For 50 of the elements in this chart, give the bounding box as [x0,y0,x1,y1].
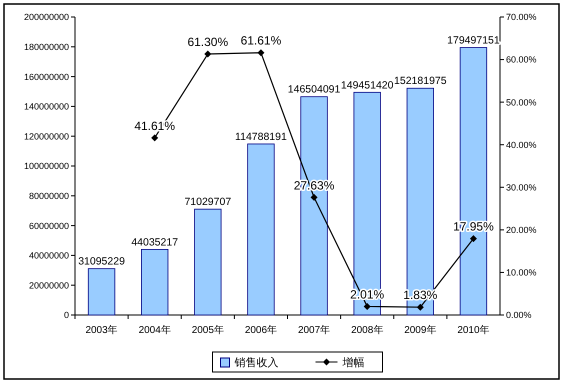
y2-tick-label: 50.00% [506,97,537,108]
y-tick-label: 100000000 [24,161,69,172]
y2-tick-label: 40.00% [506,140,537,150]
y-tick-label: 60000000 [28,220,69,231]
y2-tick-label: 60.00% [506,54,537,65]
point [470,235,477,242]
x-tick-label: 2007年 [298,324,330,336]
data-label: 31095229 [78,256,126,268]
x-tick-label: 2003年 [85,324,118,336]
y2-tick-label: 70.00% [506,12,537,22]
data-label: 146504091 [288,84,340,96]
y2-tick-label: 10.00% [506,268,537,278]
data-label: 152181975 [394,75,447,88]
legend-label: 销售收入 [234,356,278,369]
x-tick-label: 2004年 [138,324,171,336]
y-tick-label: 20000000 [28,280,69,290]
y-tick-label: 120000000 [24,131,69,142]
y-tick-label: 160000000 [24,72,69,82]
y-tick-label: 140000000 [24,102,69,112]
point [416,304,424,311]
y2-tick-label: 20.00% [506,225,537,236]
point [257,49,264,56]
x-tick-label: 2005年 [192,324,224,336]
x-tick-label: 2010年 [457,324,490,336]
data-label: 71029707 [184,196,232,208]
point [364,302,371,310]
data-label: 149451420 [340,79,394,92]
bar [247,144,275,316]
point [151,134,158,142]
x-tick-label: 2006年 [244,324,278,336]
y-tick-label: 40000000 [28,250,69,261]
data-label: 179497151 [447,34,500,47]
y2-tick-label: 0.00% [506,310,532,320]
y-tick-label: 80000000 [28,190,69,201]
data-label: 114788191 [235,130,287,143]
bar [88,268,116,316]
y-tick-label: 0 [64,310,69,320]
data-label: 61.30% [187,35,228,50]
point [204,50,212,58]
y-tick-label: 180000000 [24,42,69,52]
x-tick-label: 2008年 [351,324,384,336]
y2-tick-label: 30.00% [506,182,537,192]
y-tick-label: 200000000 [24,12,69,22]
bar [194,208,222,316]
x-tick-label: 2009年 [404,324,436,336]
point [310,194,318,201]
legend-label: 增幅 [342,356,364,369]
data-label: 44035217 [131,236,178,248]
bar [141,248,168,316]
data-label: 61.61% [240,34,282,48]
